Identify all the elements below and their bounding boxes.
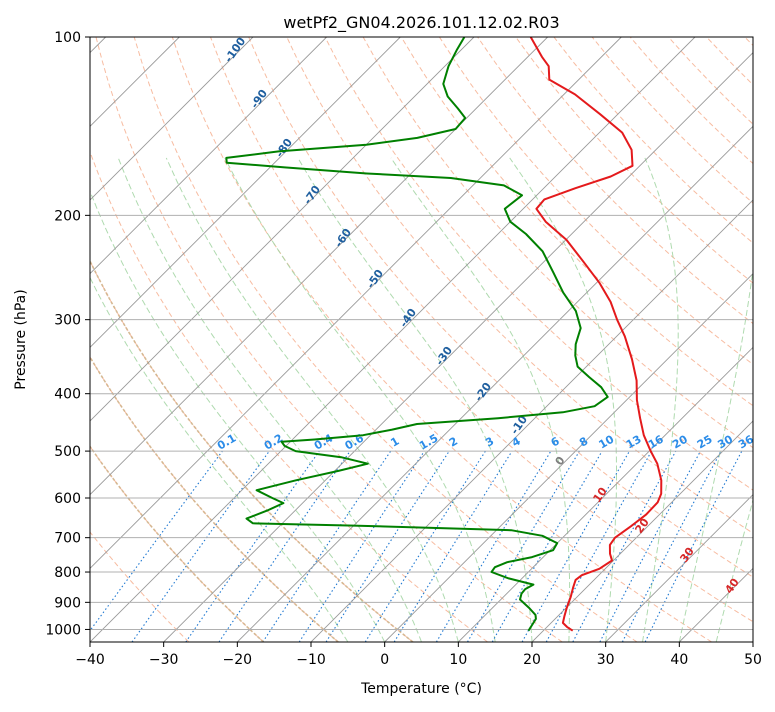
- x-tick-label: −20: [223, 652, 253, 668]
- x-tick-label: 30: [597, 652, 615, 668]
- mixing-ratio-label: 1.5: [417, 432, 440, 453]
- x-tick-label: −30: [149, 652, 179, 668]
- dry-adiabat-label: -60: [332, 226, 354, 250]
- lcl-curve: [0, 37, 264, 642]
- isotherm-line: [0, 37, 327, 642]
- plot-frame: [90, 37, 753, 642]
- lcl-curve: [0, 37, 338, 642]
- isotherm-line: [0, 37, 474, 642]
- isotherm-line: [0, 37, 548, 642]
- dry-adiabat-label: -40: [397, 306, 419, 330]
- mixing-ratio-label: 3: [483, 435, 496, 450]
- dry-adiabat-label: 0: [553, 454, 568, 468]
- moist-adiabat-line: [118, 158, 421, 642]
- dry-adiabat-line: [745, 37, 775, 642]
- mixing-ratio-label: 0.4: [312, 431, 336, 452]
- mixing-ratio-line: [326, 451, 449, 642]
- dry-adiabat-line: [134, 37, 637, 642]
- isotherm-line: [0, 37, 400, 642]
- y-tick-label: 500: [54, 444, 81, 460]
- moist-adiabat-line: [643, 158, 679, 642]
- y-axis-label: Pressure (hPa): [13, 289, 29, 389]
- background-lines: [0, 37, 775, 642]
- isotherm-line: [0, 37, 253, 642]
- dry-adiabat-line: [0, 37, 264, 642]
- y-tick-label: 700: [54, 531, 81, 547]
- mixing-ratio-label: 2: [447, 435, 460, 450]
- y-tick-label: 600: [54, 491, 81, 507]
- x-axis: −40 −30 −20 −10 0 10 20 30 40 50: [75, 642, 762, 668]
- dry-adiabat-line: [58, 37, 488, 642]
- dry-adiabat-line: [707, 37, 775, 642]
- isotherm-line: [90, 37, 695, 642]
- dry-adiabat-label: -20: [472, 380, 494, 404]
- mixing-ratio-line: [622, 451, 721, 642]
- mixing-ratio-line: [219, 451, 350, 642]
- x-tick-label: −10: [296, 652, 326, 668]
- y-tick-label: 100: [54, 30, 81, 46]
- dry-adiabat-label: -80: [273, 136, 295, 160]
- x-tick-label: 20: [523, 652, 541, 668]
- dry-adiabat-label: -90: [248, 87, 270, 111]
- dry-adiabat-label: -50: [364, 267, 386, 291]
- y-tick-label: 200: [54, 208, 81, 224]
- isotherm-line: [753, 37, 775, 642]
- mixing-ratio-label: 1: [388, 435, 401, 450]
- dry-adiabat-line: [0, 37, 338, 642]
- dewpoint-profile-line: [226, 37, 607, 631]
- mixing-ratio-label: 13: [624, 433, 644, 452]
- lcl-curve: [20, 37, 413, 642]
- mixing-ratio-line: [299, 451, 424, 642]
- x-tick-label: −40: [75, 652, 105, 668]
- isotherm-line: [16, 37, 621, 642]
- dry-adiabat-label: -100: [222, 35, 249, 65]
- isotherm-line: [385, 37, 775, 642]
- dry-adiabat-label: 10: [590, 485, 610, 505]
- mixing-ratio-label: 10: [596, 432, 616, 451]
- dry-adiabat-line: [172, 37, 711, 642]
- x-axis-label: Temperature (°C): [360, 681, 482, 697]
- y-tick-label: 300: [54, 313, 81, 329]
- x-tick-label: 40: [670, 652, 688, 668]
- y-axis: 100 200 300 400 500 600 700 800 900 1000: [45, 30, 90, 638]
- dry-adiabat-label: -30: [433, 344, 455, 368]
- moist-adiabat-line: [43, 158, 348, 642]
- y-tick-label: 800: [54, 565, 81, 581]
- mixing-ratio-label: 30: [715, 432, 735, 451]
- moist-adiabat-line: [298, 158, 532, 642]
- temperature-profile-line: [531, 37, 662, 631]
- dry-adiabat-label: -70: [301, 183, 323, 207]
- mixing-ratio-label: 25: [695, 433, 715, 452]
- dry-adiabat-label: 40: [722, 576, 742, 596]
- y-tick-label: 400: [54, 387, 81, 403]
- x-tick-label: 0: [380, 652, 389, 668]
- mixing-ratio-label: 20: [670, 432, 690, 451]
- mixing-ratio-line: [468, 451, 580, 642]
- dry-adiabat-line: [516, 37, 775, 642]
- dry-adiabat-label: 30: [677, 545, 697, 565]
- dry-adiabat-line: [20, 37, 413, 642]
- mixing-ratio-line: [82, 451, 223, 642]
- x-tick-label: 50: [744, 652, 762, 668]
- chart-title: wetPf2_GN04.2026.101.12.02.R03: [283, 13, 559, 33]
- moist-adiabat-line: [510, 158, 617, 642]
- y-tick-label: 1000: [45, 622, 81, 638]
- isotherm-line: [311, 37, 775, 642]
- mixing-ratio-label: 6: [549, 434, 562, 449]
- y-tick-label: 900: [54, 595, 81, 611]
- mixing-ratio-line: [263, 451, 391, 642]
- isotherm-line: [164, 37, 769, 642]
- x-tick-label: 10: [449, 652, 467, 668]
